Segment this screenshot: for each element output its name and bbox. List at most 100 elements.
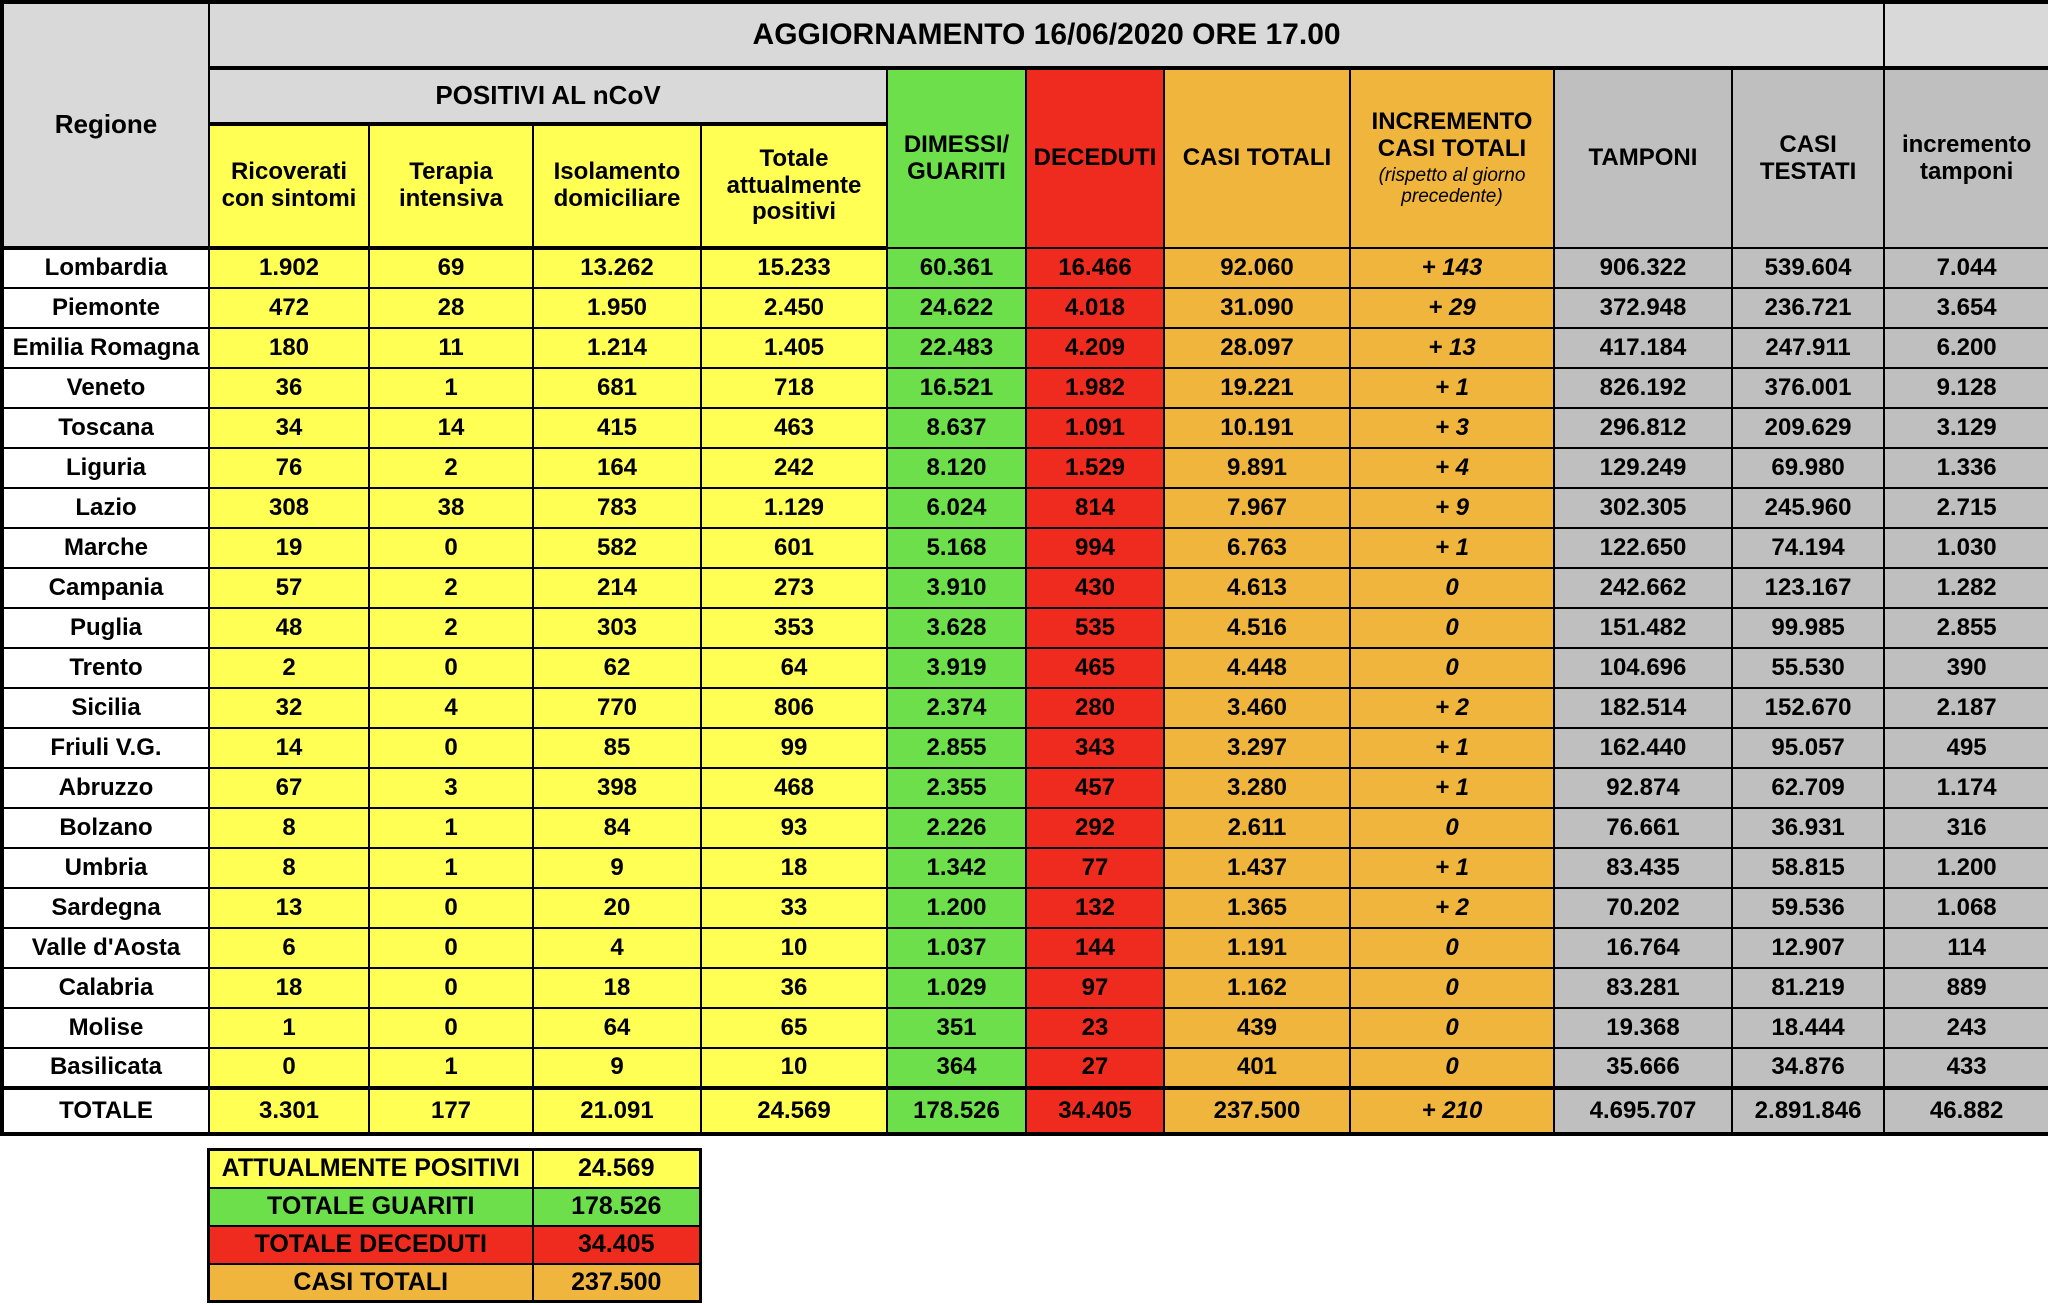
summary-row: TOTALE GUARITI 178.526 <box>207 1186 702 1227</box>
value-cell: + 1 <box>1349 767 1555 809</box>
region-name-cell: Basilicata <box>1 1047 210 1089</box>
value-cell: 8 <box>208 847 370 889</box>
region-name-cell: Trento <box>1 647 210 689</box>
value-cell: 13.262 <box>532 247 702 289</box>
value-cell: 3.919 <box>886 647 1027 689</box>
column-header-incremento-casi: INCREMENTO CASI TOTALI (rispetto al gior… <box>1349 67 1555 249</box>
region-name-cell: Veneto <box>1 367 210 409</box>
value-cell: 152.670 <box>1730 687 1886 729</box>
value-cell: 19 <box>208 527 370 569</box>
region-row: Liguria 76 2 164 242 8.120 1.529 9.891 + 4 129.24… <box>1 447 2048 489</box>
value-cell: 60.361 <box>886 247 1027 289</box>
value-cell: 472 <box>208 287 370 329</box>
value-cell: 2.355 <box>886 767 1027 809</box>
value-cell: 0 <box>368 1007 534 1049</box>
value-cell: 601 <box>700 527 888 569</box>
value-cell: 994 <box>1025 527 1165 569</box>
value-cell: 32 <box>208 687 370 729</box>
value-cell: 9 <box>532 847 702 889</box>
value-cell: 9.891 <box>1163 447 1351 489</box>
value-cell: 303 <box>532 607 702 649</box>
value-cell: 783 <box>532 487 702 529</box>
value-cell: 182.514 <box>1553 687 1733 729</box>
value-cell: 1 <box>368 367 534 409</box>
value-cell: 2 <box>208 647 370 689</box>
value-cell: 23 <box>1025 1007 1165 1049</box>
value-cell: 535 <box>1025 607 1165 649</box>
value-cell: 302.305 <box>1553 487 1733 529</box>
value-cell: 59.536 <box>1730 887 1886 929</box>
value-cell: 8 <box>208 807 370 849</box>
value-cell: + 210 <box>1349 1086 1555 1136</box>
value-cell: 2.187 <box>1883 687 2048 729</box>
value-cell: 463 <box>700 407 888 449</box>
value-cell: + 143 <box>1349 247 1555 289</box>
value-cell: 36 <box>208 367 370 409</box>
region-row: Lombardia 1.902 69 13.262 15.233 60.361 16.466… <box>1 247 2048 289</box>
value-cell: 209.629 <box>1730 407 1886 449</box>
value-cell: 439 <box>1163 1007 1351 1049</box>
value-cell: 0 <box>1349 607 1555 649</box>
value-cell: + 4 <box>1349 447 1555 489</box>
value-cell: 178.526 <box>886 1086 1027 1136</box>
value-cell: 27 <box>1025 1047 1165 1089</box>
value-cell: 144 <box>1025 927 1165 969</box>
value-cell: 0 <box>1349 1047 1555 1089</box>
value-cell: 4.018 <box>1025 287 1165 329</box>
value-cell: 28.097 <box>1163 327 1351 369</box>
value-cell: 55.530 <box>1730 647 1886 689</box>
value-cell: 1 <box>208 1007 370 1049</box>
value-cell: 64 <box>700 647 888 689</box>
value-cell: 0 <box>368 647 534 689</box>
value-cell: 3.910 <box>886 567 1027 609</box>
value-cell: 376.001 <box>1730 367 1886 409</box>
region-name-cell: Emilia Romagna <box>1 327 210 369</box>
value-cell: 3.460 <box>1163 687 1351 729</box>
value-cell: + 2 <box>1349 887 1555 929</box>
value-cell: 76.661 <box>1553 807 1733 849</box>
summary-value: 34.405 <box>531 1224 702 1265</box>
region-row: Emilia Romagna 180 11 1.214 1.405 22.483 4.209… <box>1 327 2048 369</box>
value-cell: 81.219 <box>1730 967 1886 1009</box>
summary-label: TOTALE GUARITI <box>207 1186 534 1227</box>
value-cell: 3.129 <box>1883 407 2048 449</box>
value-cell: 0 <box>368 727 534 769</box>
column-header-casi-totali: CASI TOTALI <box>1163 67 1351 249</box>
value-cell: 0 <box>368 527 534 569</box>
value-cell: 24.622 <box>886 287 1027 329</box>
value-cell: 97 <box>1025 967 1165 1009</box>
value-cell: 10 <box>700 927 888 969</box>
region-row: Friuli V.G. 14 0 85 99 2.855 343 3.297 + 1 162.44… <box>1 727 2048 769</box>
region-name-cell: Molise <box>1 1007 210 1049</box>
value-cell: + 1 <box>1349 847 1555 889</box>
region-row: Marche 19 0 582 601 5.168 994 6.763 + 1 122.650 74… <box>1 527 2048 569</box>
summary-label: ATTUALMENTE POSITIVI <box>207 1148 534 1189</box>
value-cell: 114 <box>1883 927 2048 969</box>
value-cell: 2.611 <box>1163 807 1351 849</box>
column-header-isolamento: Isolamento domiciliare <box>532 123 702 250</box>
region-name-cell: Calabria <box>1 967 210 1009</box>
value-cell: 92.060 <box>1163 247 1351 289</box>
group-header-row: POSITIVI AL nCoV DIMESSI/ GUARITI DECEDU… <box>2 67 2048 249</box>
value-cell: 35.666 <box>1553 1047 1733 1089</box>
value-cell: 14 <box>368 407 534 449</box>
value-cell: 4 <box>368 687 534 729</box>
summary-value: 178.526 <box>531 1186 702 1227</box>
value-cell: 6.763 <box>1163 527 1351 569</box>
value-cell: 4.695.707 <box>1553 1086 1733 1136</box>
value-cell: 401 <box>1163 1047 1351 1089</box>
value-cell: 3.628 <box>886 607 1027 649</box>
value-cell: 1.037 <box>886 927 1027 969</box>
covid-update-table: Regione AGGIORNAMENTO 16/06/2020 ORE 17.… <box>0 0 2048 1136</box>
value-cell: 906.322 <box>1553 247 1733 289</box>
column-header-incremento-label: INCREMENTO CASI TOTALI <box>1371 108 1533 163</box>
value-cell: 10 <box>700 1047 888 1089</box>
value-cell: 62 <box>532 647 702 689</box>
value-cell: 2 <box>368 567 534 609</box>
value-cell: 2 <box>368 447 534 489</box>
value-cell: 214 <box>532 567 702 609</box>
value-cell: 5.168 <box>886 527 1027 569</box>
value-cell: 20 <box>532 887 702 929</box>
value-cell: 92.874 <box>1553 767 1733 809</box>
region-name-cell: Bolzano <box>1 807 210 849</box>
